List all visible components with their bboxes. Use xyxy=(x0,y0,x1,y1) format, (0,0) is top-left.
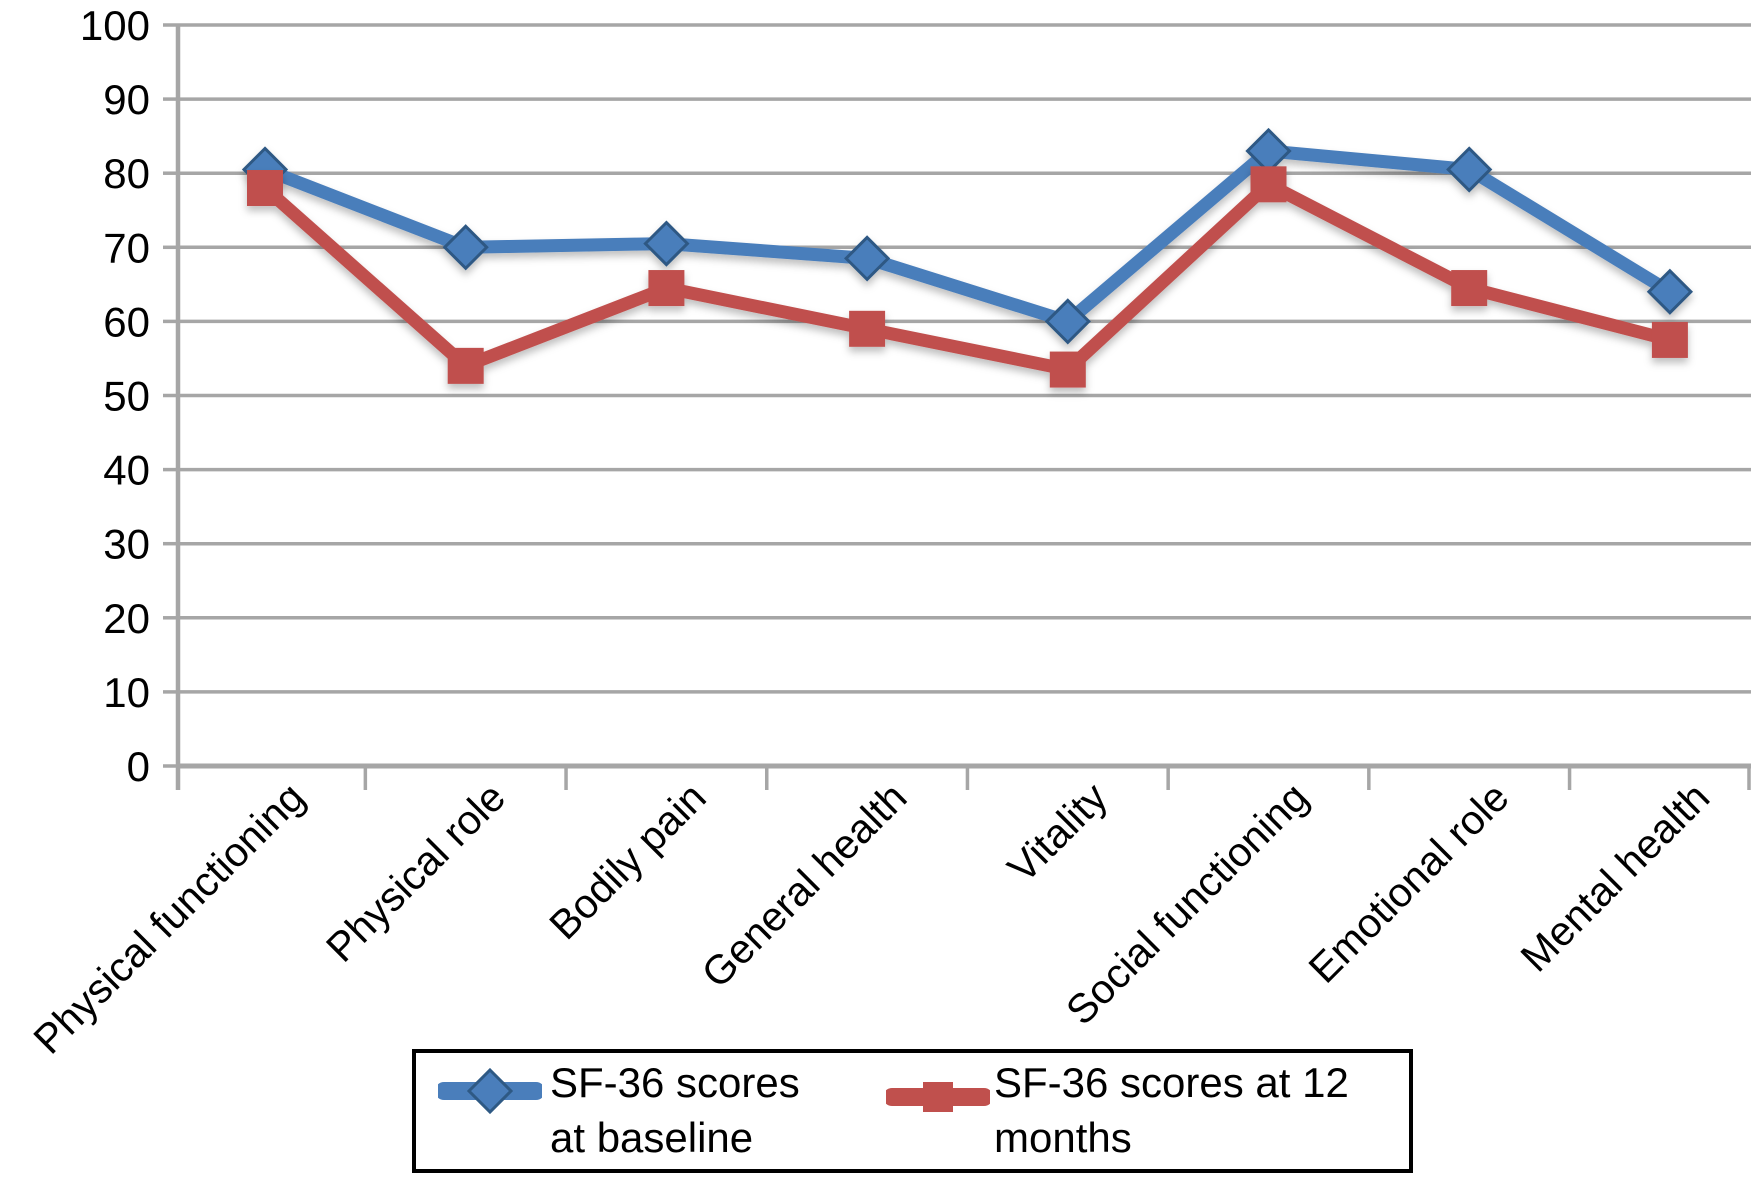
y-tick-label: 70 xyxy=(103,224,150,271)
data-point-square-marker xyxy=(447,347,484,384)
x-axis-label: Physical role xyxy=(317,774,514,971)
legend-label-baseline: SF-36 scores at baseline xyxy=(550,1059,800,1161)
y-tick-label: 40 xyxy=(103,447,150,494)
data-point-square-marker xyxy=(1250,166,1287,203)
legend-entry-12-months: SF-36 scores at 12 months xyxy=(883,1053,1384,1165)
data-point-square-marker xyxy=(849,310,886,347)
series-12-months xyxy=(247,166,1688,388)
series-line xyxy=(258,144,1677,328)
x-axis-label: Vitality xyxy=(999,773,1117,891)
legend: SF-36 scores at baseline SF-36 scores at… xyxy=(412,1049,1413,1173)
data-point-square-marker xyxy=(247,170,283,207)
data-point-diamond-marker xyxy=(1646,268,1694,315)
y-tick-label: 100 xyxy=(80,2,150,49)
data-point-diamond-marker xyxy=(643,220,690,267)
x-axis-label: Physical functioning xyxy=(25,774,314,1063)
x-axis-label: Bodily pain xyxy=(540,774,714,948)
y-tick-label: 10 xyxy=(103,669,150,716)
baseline-series-marker-icon xyxy=(435,1053,545,1165)
data-point-diamond-marker xyxy=(843,235,891,282)
y-tick-label: 20 xyxy=(103,595,150,642)
y-tick-label: 90 xyxy=(103,76,150,123)
data-point-square-marker xyxy=(1651,321,1688,358)
data-point-square-marker xyxy=(1451,270,1488,307)
x-axis-label: Emotional role xyxy=(1300,774,1518,992)
y-tick-label: 60 xyxy=(103,298,150,345)
y-tick-label: 30 xyxy=(103,521,150,568)
data-point-diamond-marker xyxy=(442,224,489,271)
legend-entry-baseline: SF-36 scores at baseline xyxy=(435,1053,820,1165)
y-tick-label: 0 xyxy=(127,743,150,790)
square-legend-marker xyxy=(883,1082,993,1112)
x-axis-label: Mental health xyxy=(1512,774,1719,981)
series-baseline xyxy=(241,127,1694,345)
series-line xyxy=(258,177,1677,377)
data-point-diamond-marker xyxy=(1446,146,1493,193)
data-point-square-marker xyxy=(1049,351,1086,388)
y-tick-label: 50 xyxy=(103,373,150,420)
legend-label-12-months: SF-36 scores at 12 months xyxy=(994,1059,1349,1161)
x-axis-label: General health xyxy=(693,774,916,997)
diamond-legend-marker xyxy=(435,1067,545,1115)
y-tick-label: 80 xyxy=(103,150,150,197)
twelve-months-series-marker-icon xyxy=(883,1053,993,1165)
data-point-square-marker xyxy=(648,270,685,307)
data-point-diamond-marker xyxy=(1044,298,1091,345)
